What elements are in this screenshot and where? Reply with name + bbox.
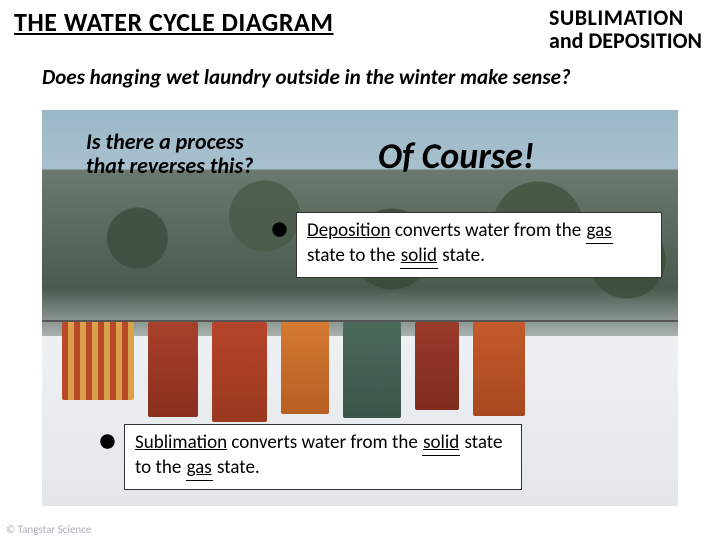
cloth-item [62, 322, 134, 400]
text: converts water from the [227, 431, 422, 454]
callout-deposition: • Deposition converts water from the gas… [296, 212, 662, 278]
subtitle-line2: and DEPOSITION [549, 29, 702, 52]
cloth-item [343, 322, 401, 418]
fill-blank: solid [400, 244, 438, 269]
cloth-item [415, 322, 459, 410]
main-question: Does hanging wet laundry outside in the … [0, 54, 720, 94]
text: converts water from the [391, 219, 586, 242]
cloth-item [281, 322, 329, 414]
sub-question-line2: that reverses this? [86, 152, 253, 179]
fill-blank: gas [186, 456, 213, 481]
term: Deposition [307, 219, 391, 242]
header: THE WATER CYCLE DIAGRAM SUBLIMATION and … [0, 0, 720, 54]
text: state to the [307, 244, 400, 267]
text: state. [213, 456, 260, 479]
subtitle-line1: SUBLIMATION [549, 6, 702, 29]
text: state. [438, 244, 485, 267]
copyright: © Tangstar Science [6, 523, 91, 536]
page-title: THE WATER CYCLE DIAGRAM [14, 6, 334, 38]
callout-sublimation: • Sublimation converts water from the so… [124, 424, 522, 490]
bullet-icon: • [99, 431, 116, 451]
answer-text: Of Course! [378, 134, 535, 178]
fill-blank: gas [586, 219, 613, 244]
fill-blank: solid [422, 431, 460, 456]
page-subtitle: SUBLIMATION and DEPOSITION [549, 6, 702, 52]
sub-question-line1: Is there a process [86, 128, 244, 155]
cloth-item [473, 322, 525, 416]
laundry-graphic [62, 322, 525, 422]
bullet-icon: • [271, 219, 288, 239]
sub-question: Is there a process that reverses this? [86, 130, 253, 178]
term: Sublimation [135, 431, 227, 454]
cloth-item [148, 322, 198, 417]
cloth-item [212, 322, 267, 422]
